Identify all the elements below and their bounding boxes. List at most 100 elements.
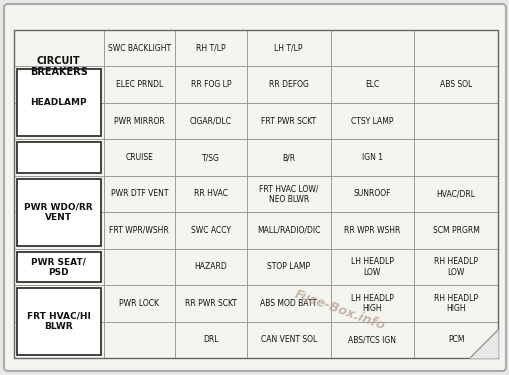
Text: STOP LAMP: STOP LAMP <box>267 262 309 272</box>
Bar <box>14 30 497 358</box>
Text: RR PWR SCKT: RR PWR SCKT <box>185 299 237 308</box>
Text: Fuse-Box.info: Fuse-Box.info <box>292 288 386 333</box>
Text: CAN VENT SOL: CAN VENT SOL <box>260 335 316 344</box>
Bar <box>103 30 175 66</box>
Bar <box>175 321 246 358</box>
Bar <box>413 321 497 358</box>
Bar <box>17 69 100 136</box>
Text: RH HEADLP
LOW: RH HEADLP LOW <box>433 257 477 277</box>
Bar <box>175 103 246 140</box>
Bar <box>330 249 413 285</box>
Text: RR DEFOG: RR DEFOG <box>268 80 308 89</box>
Text: PWR SEAT/
PSD: PWR SEAT/ PSD <box>31 257 86 277</box>
Bar <box>175 176 246 212</box>
Bar <box>14 140 103 176</box>
Bar <box>246 249 330 285</box>
Bar <box>413 212 497 249</box>
Bar <box>175 212 246 249</box>
Bar <box>413 285 497 321</box>
Text: SWC ACCY: SWC ACCY <box>190 226 231 235</box>
Text: RR WPR WSHR: RR WPR WSHR <box>344 226 400 235</box>
Bar <box>17 142 100 173</box>
Bar <box>175 285 246 321</box>
Text: RR FOG LP: RR FOG LP <box>190 80 231 89</box>
Text: RR HVAC: RR HVAC <box>193 189 228 198</box>
Bar <box>330 140 413 176</box>
Bar <box>330 212 413 249</box>
Text: B/R: B/R <box>281 153 295 162</box>
Bar <box>14 321 103 358</box>
Bar <box>246 30 330 66</box>
Bar <box>246 212 330 249</box>
Text: MALL/RADIO/DIC: MALL/RADIO/DIC <box>257 226 320 235</box>
Text: FRT PWR SCKT: FRT PWR SCKT <box>261 117 316 126</box>
Bar <box>103 66 175 103</box>
Text: RH HEADLP
HIGH: RH HEADLP HIGH <box>433 294 477 313</box>
Text: PWR LOCK: PWR LOCK <box>119 299 159 308</box>
Bar <box>14 212 103 249</box>
Bar <box>246 285 330 321</box>
Bar <box>14 66 103 103</box>
Bar <box>17 179 100 246</box>
Text: HEADLAMP: HEADLAMP <box>31 98 87 107</box>
Bar <box>413 140 497 176</box>
Bar <box>175 30 246 66</box>
Text: CRUISE: CRUISE <box>125 153 153 162</box>
Bar <box>330 285 413 321</box>
Text: PWR DTF VENT: PWR DTF VENT <box>110 189 168 198</box>
Bar <box>330 321 413 358</box>
FancyBboxPatch shape <box>4 4 505 371</box>
Bar <box>103 176 175 212</box>
Bar <box>413 249 497 285</box>
Text: ELEC PRNDL: ELEC PRNDL <box>116 80 163 89</box>
Text: CTSY LAMP: CTSY LAMP <box>351 117 393 126</box>
Text: RH T/LP: RH T/LP <box>196 44 225 53</box>
Bar <box>330 66 413 103</box>
Bar <box>17 288 100 355</box>
Bar <box>413 103 497 140</box>
Text: CIGAR/DLC: CIGAR/DLC <box>190 117 232 126</box>
Text: SCM PRGRM: SCM PRGRM <box>432 226 478 235</box>
Text: ABS/TCS IGN: ABS/TCS IGN <box>348 335 395 344</box>
Bar <box>413 176 497 212</box>
Bar <box>175 66 246 103</box>
Text: IGN 1: IGN 1 <box>361 153 382 162</box>
Text: LH HEADLP
LOW: LH HEADLP LOW <box>350 257 393 277</box>
Bar <box>103 285 175 321</box>
Bar <box>14 103 103 140</box>
Bar <box>103 103 175 140</box>
Text: PWR MIRROR: PWR MIRROR <box>114 117 164 126</box>
Text: PCM: PCM <box>447 335 464 344</box>
Bar <box>246 321 330 358</box>
Bar <box>14 176 103 212</box>
Bar <box>330 176 413 212</box>
Bar <box>246 66 330 103</box>
Text: ABS MOD BATT: ABS MOD BATT <box>260 299 317 308</box>
Text: HVAC/DRL: HVAC/DRL <box>436 189 475 198</box>
Text: HAZARD: HAZARD <box>194 262 227 272</box>
Bar <box>103 321 175 358</box>
Bar <box>246 103 330 140</box>
Text: T/SG: T/SG <box>202 153 219 162</box>
Text: SUNROOF: SUNROOF <box>353 189 390 198</box>
Bar <box>103 212 175 249</box>
Bar <box>175 140 246 176</box>
Text: SWC BACKLIGHT: SWC BACKLIGHT <box>107 44 171 53</box>
Bar <box>14 30 103 66</box>
Text: LH HEADLP
HIGH: LH HEADLP HIGH <box>350 294 393 313</box>
Text: ELC: ELC <box>364 80 379 89</box>
Text: PWR WDO/RR
VENT: PWR WDO/RR VENT <box>24 202 93 222</box>
Text: ABS SOL: ABS SOL <box>439 80 471 89</box>
Bar <box>246 176 330 212</box>
Text: FRT WPR/WSHR: FRT WPR/WSHR <box>109 226 169 235</box>
Polygon shape <box>469 330 497 358</box>
Text: FRT HVAC/HI
BLWR: FRT HVAC/HI BLWR <box>27 312 91 331</box>
Text: FRT HVAC LOW/
NEO BLWR: FRT HVAC LOW/ NEO BLWR <box>259 184 318 204</box>
Bar <box>175 249 246 285</box>
Bar <box>14 285 103 321</box>
Text: LH T/LP: LH T/LP <box>274 44 302 53</box>
Bar <box>246 140 330 176</box>
Text: CIRCUIT
BREAKERS: CIRCUIT BREAKERS <box>30 56 88 77</box>
Bar <box>17 252 100 282</box>
Bar <box>103 249 175 285</box>
